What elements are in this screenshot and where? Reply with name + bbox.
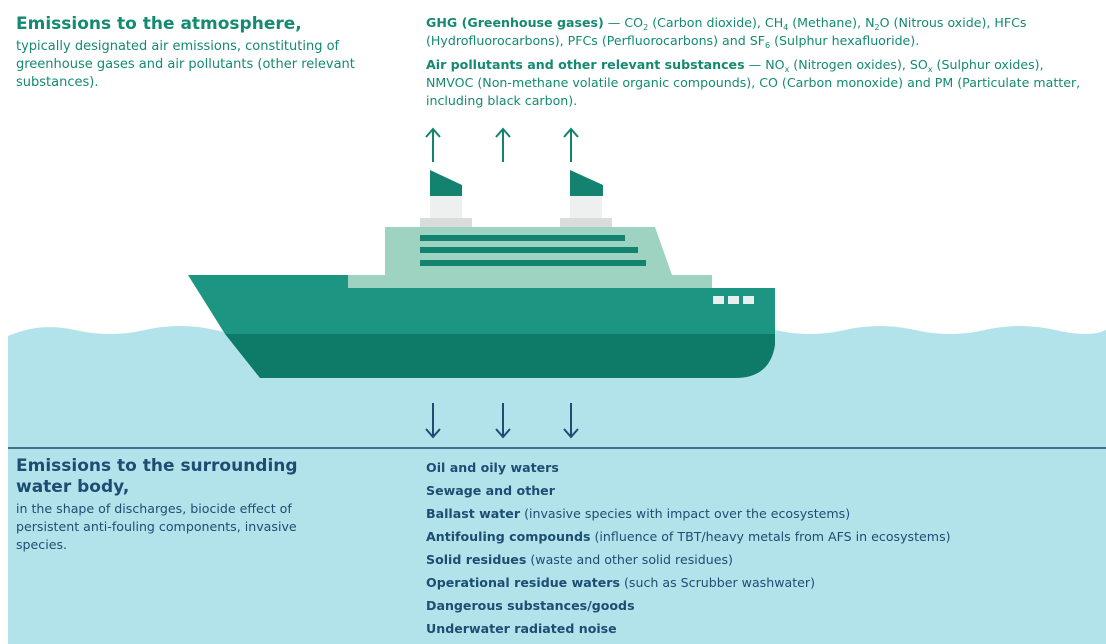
list-item: Operational residue waters (such as Scru… [426, 571, 951, 594]
list-item: Dangerous substances/goods [426, 594, 951, 617]
air-paragraph: Air pollutants and other relevant substa… [426, 56, 1091, 110]
list-item: Solid residues (waste and other solid re… [426, 548, 951, 571]
ghg-paragraph: GHG (Greenhouse gases) — CO2 (Carbon dio… [426, 14, 1091, 50]
ghg-label: GHG (Greenhouse gases) [426, 15, 604, 30]
text-run: (Nitrogen oxides), SO [789, 57, 928, 72]
text-run: (Methane), N [788, 15, 874, 30]
water-block: Emissions to the surrounding water body,… [16, 456, 346, 554]
item-label: Oil and oily waters [426, 460, 559, 475]
item-note: (invasive species with impact over the e… [524, 506, 850, 521]
item-label: Solid residues [426, 552, 526, 567]
item-label: Dangerous substances/goods [426, 598, 635, 613]
water-list: Oil and oily waters Sewage and other Balla… [426, 456, 951, 640]
page: Emissions to the atmosphere, typically d… [0, 0, 1106, 644]
item-note: (such as Scrubber washwater) [624, 575, 815, 590]
item-note: (influence of TBT/heavy metals from AFS … [595, 529, 951, 544]
list-item: Sewage and other [426, 479, 951, 502]
item-label: Antifouling compounds [426, 529, 591, 544]
text-run: — NO [749, 57, 785, 72]
list-item: Oil and oily waters [426, 456, 951, 479]
item-label: Underwater radiated noise [426, 621, 617, 636]
atmosphere-details: GHG (Greenhouse gases) — CO2 (Carbon dio… [426, 14, 1091, 116]
text-run: (Sulphur hexafluoride). [770, 33, 919, 48]
list-item: Underwater radiated noise [426, 617, 951, 640]
ship [188, 170, 775, 378]
item-label: Operational residue waters [426, 575, 620, 590]
water-description: in the shape of discharges, biocide effe… [16, 500, 346, 554]
text-run: — CO [608, 15, 643, 30]
water-title: Emissions to the surrounding water body, [16, 456, 346, 498]
arrows-up [426, 129, 578, 162]
item-label: Sewage and other [426, 483, 555, 498]
text-run: (Carbon dioxide), CH [648, 15, 783, 30]
air-label: Air pollutants and other relevant substa… [426, 57, 745, 72]
item-note: (waste and other solid residues) [530, 552, 733, 567]
atmosphere-description: typically designated air emissions, cons… [16, 38, 356, 92]
atmosphere-block: Emissions to the atmosphere, typically d… [16, 14, 356, 92]
list-item: Ballast water (invasive species with imp… [426, 502, 951, 525]
list-item: Antifouling compounds (influence of TBT/… [426, 525, 951, 548]
atmosphere-title: Emissions to the atmosphere, [16, 14, 356, 35]
item-label: Ballast water [426, 506, 520, 521]
